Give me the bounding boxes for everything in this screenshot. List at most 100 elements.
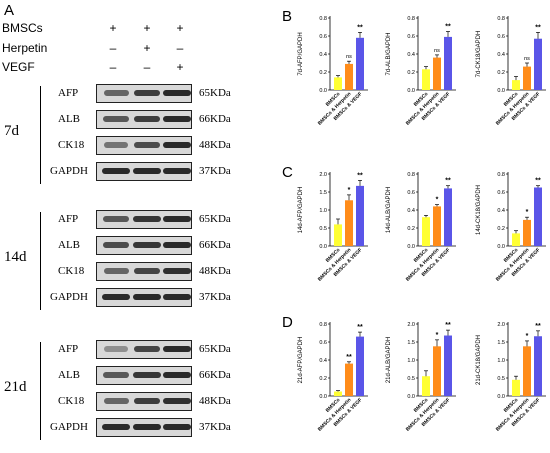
bar-chart: 14d-ALB/GAPDH0.00.20.40.60.8BMSCs*BMSCs … (386, 172, 456, 283)
y-tick-label: 0.4 (497, 208, 505, 214)
y-tick-label: 0.6 (319, 340, 327, 346)
treatment-label: Herpetin (2, 41, 48, 55)
y-tick-label: 0.8 (407, 16, 415, 22)
significance-label: ** (535, 323, 541, 330)
significance-label: ** (445, 24, 451, 31)
y-tick-label: 0.8 (497, 16, 505, 22)
kda-label: 66KDa (199, 369, 231, 381)
bar (523, 346, 531, 396)
blot-strip (96, 340, 192, 359)
blot-strip (96, 392, 192, 411)
y-tick-label: 0.0 (407, 244, 415, 250)
bar (512, 233, 520, 246)
blot-band (133, 424, 161, 430)
panel-letter-a: A (4, 2, 15, 19)
blot-band (133, 372, 161, 378)
blot-band (163, 90, 191, 96)
blot-band (133, 346, 161, 352)
bar (433, 206, 441, 246)
blot-strip (96, 236, 192, 255)
significance-label: ** (535, 178, 541, 185)
y-tick-label: 0.4 (407, 208, 415, 214)
y-axis-label: 14d-AFP/GAPDH (298, 187, 304, 234)
y-tick-label: 0.2 (319, 376, 327, 382)
treatment-label: BMSCs (2, 21, 43, 35)
treatment-label: VEGF (2, 60, 35, 74)
y-tick-label: 0.4 (319, 358, 327, 364)
protein-label: ALB (58, 113, 80, 125)
blot-band (102, 424, 130, 430)
kda-label: 65KDa (199, 213, 231, 225)
blot-strip (96, 136, 192, 155)
bar-chart: 21d-CK18/GAPDH0.00.51.01.52.0BMSCs*BMSCs… (476, 322, 546, 433)
y-tick-label: 0.4 (497, 52, 505, 58)
blot-band (103, 268, 129, 274)
blot-strip (96, 288, 192, 307)
y-tick-label: 1.0 (497, 358, 505, 364)
bar (334, 224, 342, 246)
y-tick-label: 1.5 (319, 190, 327, 196)
blot-band (133, 168, 161, 174)
day-label: 21d (4, 379, 27, 395)
significance-label: * (436, 197, 439, 204)
kda-label: 37KDa (199, 421, 231, 433)
y-axis-label: 7d-ALB/GAPDH (386, 32, 392, 75)
y-tick-label: 2.0 (407, 322, 415, 328)
bar (512, 80, 520, 90)
y-tick-label: 1.5 (407, 340, 415, 346)
blot-band (103, 116, 129, 122)
treatment-sign: + (176, 21, 184, 35)
bar-chart: 7d-ALB/GAPDH0.00.20.40.60.8BMSCsnsBMSCs … (386, 16, 456, 127)
bar (334, 77, 342, 90)
y-axis-label: 21d-CK18/GAPDH (476, 335, 482, 385)
significance-label: ** (346, 354, 352, 361)
bar (334, 391, 342, 396)
y-tick-label: 0.0 (497, 244, 505, 250)
bar-chart: 21d-AFP/GAPDH0.00.20.40.60.8BMSCs**BMSCs… (298, 322, 368, 433)
y-tick-label: 0.6 (407, 190, 415, 196)
blot-band (163, 268, 191, 274)
blot-band (103, 216, 129, 222)
bar-chart: 7d-CK18/GAPDH0.00.20.40.60.8BMSCsnsBMSCs… (476, 16, 546, 127)
blot-band (103, 398, 129, 404)
bar (523, 66, 531, 90)
day-label: 7d (4, 123, 19, 139)
blot-band (163, 142, 191, 148)
protein-label: ALB (58, 369, 80, 381)
significance-label: ** (357, 172, 363, 179)
y-tick-label: 0.0 (497, 88, 505, 94)
y-tick-label: 0.0 (497, 394, 505, 400)
blot-band (133, 90, 161, 96)
bar (433, 346, 441, 396)
y-tick-label: 0.6 (407, 34, 415, 40)
protein-label: AFP (58, 87, 79, 99)
treatment-sign: – (109, 60, 117, 74)
bar (345, 363, 353, 396)
blot-band (103, 372, 129, 378)
bar (534, 38, 542, 90)
blot-band (133, 142, 161, 148)
kda-label: 37KDa (199, 165, 231, 177)
protein-label: AFP (58, 213, 79, 225)
significance-label: ** (445, 178, 451, 185)
bar (534, 187, 542, 246)
blot-strip (96, 210, 192, 229)
y-tick-label: 0.6 (319, 34, 327, 40)
protein-label: GAPDH (50, 165, 88, 177)
blot-band (133, 398, 161, 404)
blot-band (163, 346, 191, 352)
panel-letter-b: B (282, 8, 293, 25)
significance-label: ns (346, 54, 352, 60)
y-tick-label: 0.6 (497, 190, 505, 196)
significance-label: * (348, 187, 351, 194)
y-tick-label: 0.6 (497, 34, 505, 40)
blot-band (163, 168, 191, 174)
y-axis-label: 14d-ALB/GAPDH (386, 187, 392, 233)
y-axis-label: 7d-CK18/GAPDH (476, 31, 482, 78)
kda-label: 48KDa (199, 395, 231, 407)
y-tick-label: 0.4 (407, 52, 415, 58)
y-tick-label: 0.0 (319, 394, 327, 400)
blot-strip (96, 418, 192, 437)
kda-label: 48KDa (199, 139, 231, 151)
bar (444, 36, 452, 90)
